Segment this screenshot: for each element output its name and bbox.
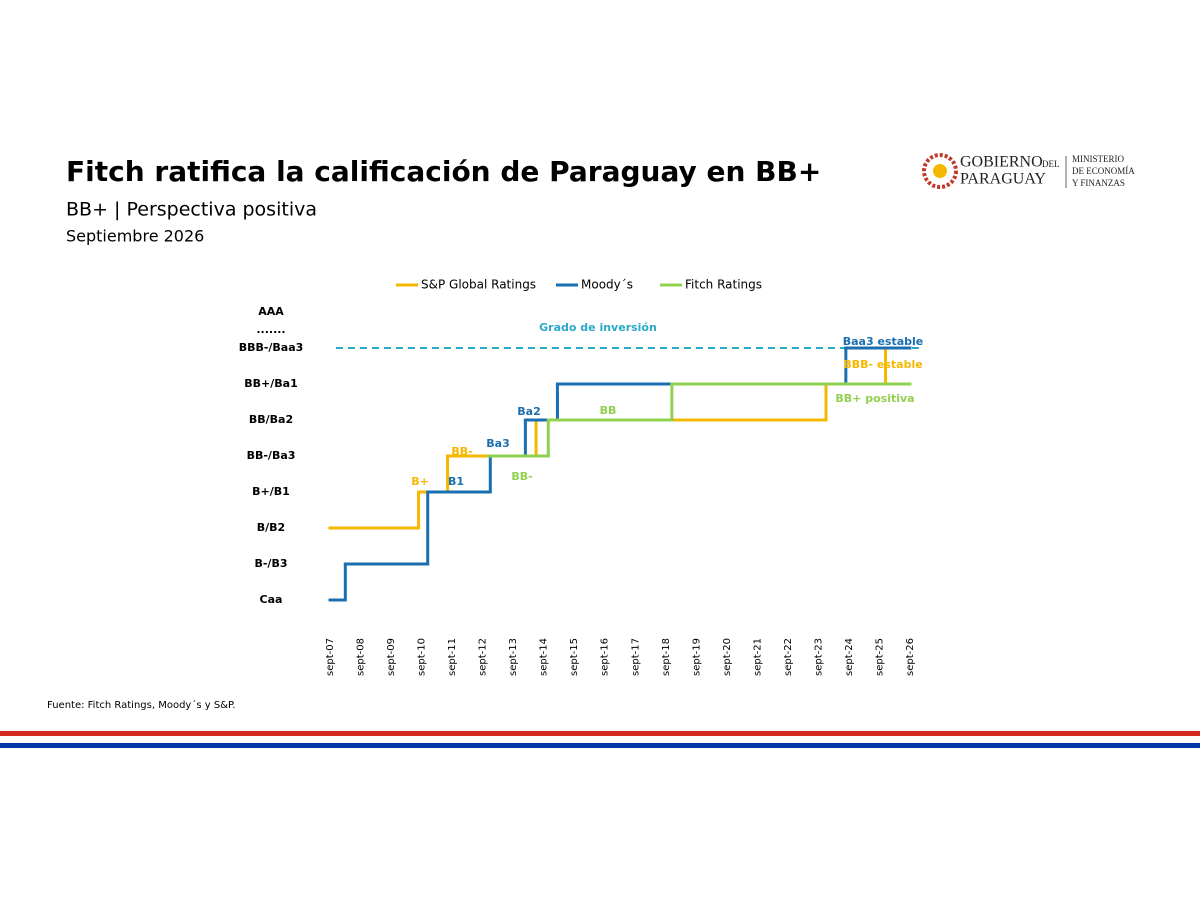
logo: GOBIERNO DEL PARAGUAY MINISTERIO DE ECON… bbox=[922, 153, 1135, 189]
x-tick-label: sept-17 bbox=[630, 638, 641, 676]
y-tick-label: B+/B1 bbox=[252, 485, 290, 498]
x-tick-label: sept-26 bbox=[905, 638, 916, 676]
y-tick-label: AAA bbox=[258, 305, 284, 318]
subtitle: BB+ | Perspectiva positiva bbox=[66, 199, 317, 221]
flag-stripe bbox=[0, 743, 1200, 748]
y-tick-label: BB-/Ba3 bbox=[247, 449, 296, 462]
annotation: Ba2 bbox=[517, 405, 540, 418]
annotation: Baa3 estable bbox=[843, 335, 924, 348]
annotation: Ba3 bbox=[486, 437, 509, 450]
x-tick-label: sept-15 bbox=[569, 638, 580, 676]
x-tick-label: sept-21 bbox=[752, 638, 763, 676]
y-tick-label: BB+/Ba1 bbox=[244, 377, 297, 390]
flag-stripe bbox=[0, 731, 1200, 736]
x-tick-label: sept-11 bbox=[447, 638, 458, 676]
annotation: BB+ positiva bbox=[835, 392, 914, 405]
title: Fitch ratifica la calificación de Paragu… bbox=[66, 155, 821, 188]
annotation: BB- bbox=[451, 445, 472, 458]
x-tick-label: sept-23 bbox=[813, 638, 824, 676]
x-tick-label: sept-25 bbox=[874, 638, 885, 676]
y-tick-label: B-/B3 bbox=[254, 557, 287, 570]
x-tick-label: sept-07 bbox=[325, 638, 336, 676]
logo-text: GOBIERNO bbox=[960, 154, 1043, 171]
x-tick-label: sept-18 bbox=[661, 638, 672, 676]
emblem-star bbox=[933, 164, 947, 178]
x-tick-label: sept-14 bbox=[539, 638, 550, 676]
x-tick-label: sept-20 bbox=[722, 638, 733, 676]
annotation: BB- bbox=[511, 470, 532, 483]
annotation: BB bbox=[600, 404, 617, 417]
logo-text: PARAGUAY bbox=[960, 171, 1046, 188]
x-tick-label: sept-24 bbox=[844, 638, 855, 676]
legend-label: S&P Global Ratings bbox=[421, 278, 536, 292]
logo-text: DE ECONOMÍA bbox=[1072, 166, 1135, 176]
x-tick-label: sept-16 bbox=[600, 638, 611, 676]
source: Fuente: Fitch Ratings, Moody´s y S&P. bbox=[47, 699, 236, 711]
y-tick-label: Caa bbox=[260, 593, 283, 606]
reference-label: Grado de inversión bbox=[539, 321, 657, 334]
x-tick-label: sept-08 bbox=[356, 638, 367, 676]
annotation: BBB- estable bbox=[843, 358, 922, 371]
x-tick-label: sept-22 bbox=[783, 638, 794, 676]
date: Septiembre 2026 bbox=[66, 227, 204, 246]
y-tick-label: ....... bbox=[256, 323, 285, 336]
x-tick-label: sept-12 bbox=[478, 638, 489, 676]
x-tick-label: sept-09 bbox=[386, 638, 397, 676]
legend-label: Fitch Ratings bbox=[685, 278, 762, 292]
x-tick-label: sept-19 bbox=[691, 638, 702, 676]
logo-text: Y FINANZAS bbox=[1072, 178, 1125, 188]
y-tick-label: BB/Ba2 bbox=[249, 413, 293, 426]
x-tick-label: sept-10 bbox=[417, 638, 428, 676]
annotation: B+ bbox=[411, 475, 429, 488]
annotation: B1 bbox=[448, 475, 464, 488]
x-tick-label: sept-13 bbox=[508, 638, 519, 676]
y-tick-label: BBB-/Baa3 bbox=[239, 341, 304, 354]
logo-text: MINISTERIO bbox=[1072, 154, 1124, 164]
y-tick-label: B/B2 bbox=[257, 521, 285, 534]
emblem bbox=[922, 153, 958, 189]
logo-text: DEL bbox=[1042, 159, 1060, 169]
legend-label: Moody´s bbox=[581, 278, 633, 292]
